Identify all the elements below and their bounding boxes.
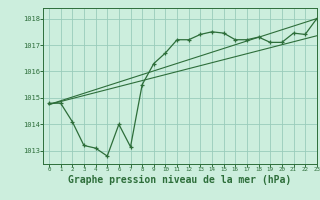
X-axis label: Graphe pression niveau de la mer (hPa): Graphe pression niveau de la mer (hPa): [68, 175, 292, 185]
